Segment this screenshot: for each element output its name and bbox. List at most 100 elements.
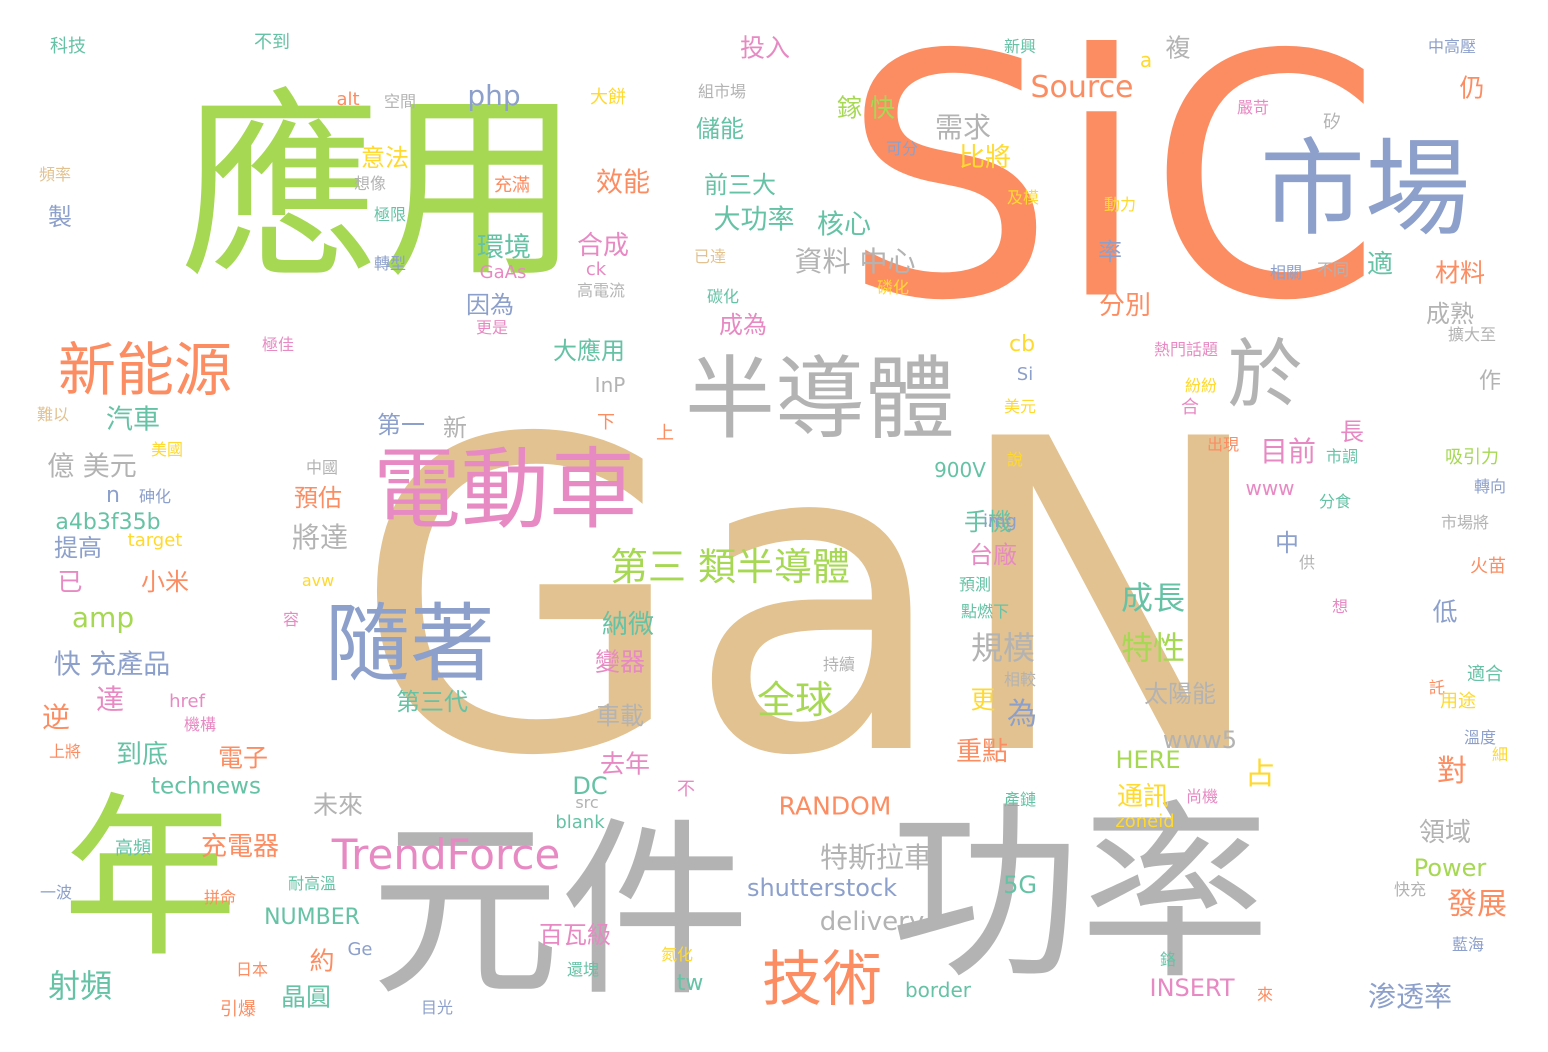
word-tw: tw: [676, 971, 704, 996]
word-taiyangneng: 太陽能: [1144, 680, 1216, 708]
word-baiwaji: 百瓦級: [539, 921, 611, 949]
word-tongxun: 通訊: [1116, 782, 1170, 812]
word-xiang: 想: [1331, 597, 1349, 616]
word-zoneid: zoneid: [1115, 811, 1175, 832]
word-chongman: 充滿: [494, 175, 530, 196]
word-gaodianliu: 高電流: [576, 281, 626, 300]
word-da: 達: [95, 683, 125, 716]
word-muqian: 目前: [1259, 435, 1317, 468]
word-taichang: 台廠: [969, 541, 1017, 569]
word-yuce: 預測: [958, 575, 992, 594]
word-zhuanxing: 轉型: [373, 254, 407, 273]
word-alt: alt: [336, 89, 360, 110]
word-tanhua: 碳化: [706, 287, 740, 306]
word-guimo: 規模: [970, 629, 1036, 667]
word-n: n: [106, 483, 120, 508]
word-zhuanxiang: 轉向: [1473, 477, 1507, 496]
word-yinbao: 引爆: [220, 999, 256, 1020]
word-xin: 新: [443, 414, 467, 442]
word-power: Power: [1413, 854, 1487, 882]
word-chuxian: 出現: [1206, 435, 1240, 454]
word-kuai-chongchanpin: 快 充產品: [53, 649, 171, 681]
word-chongdianqi: 充電器: [200, 832, 280, 862]
word-shihe: 適合: [1467, 664, 1503, 685]
word-hecheng: 合成: [576, 231, 630, 261]
word-quanqiu: 全球: [756, 678, 834, 722]
word-img: img: [983, 511, 1017, 532]
word-yinwei: 因為: [466, 291, 514, 319]
word-yida: 已達: [693, 247, 727, 266]
word-chezai: 車載: [596, 702, 644, 730]
word-shichang: 市場: [1259, 128, 1471, 251]
word-fenfen: 紛紛: [1184, 376, 1218, 395]
word-xiaoneng: 效能: [596, 167, 650, 199]
word-xiangxiang: 想像: [353, 174, 387, 193]
word-bu: 不: [677, 779, 695, 800]
word-inp: InP: [594, 373, 626, 397]
word-muguang: 目光: [420, 998, 454, 1017]
word-chengshu: 成熟: [1426, 300, 1474, 328]
word-chengzhang: 成長: [1120, 579, 1186, 617]
word-dui: 對: [1437, 754, 1467, 789]
word-geng: 更: [970, 685, 996, 715]
word-shi: 適: [1366, 250, 1394, 280]
word-source: Source: [1030, 70, 1134, 105]
word-zushichang: 組市場: [697, 82, 747, 101]
word-diandongche: 電動車: [372, 438, 638, 541]
word-kongjian: 空間: [383, 92, 417, 111]
word-bianqi: 變器: [594, 647, 646, 677]
word-dabing: 大餅: [590, 87, 626, 108]
word-reng: 仍: [1459, 73, 1485, 103]
word-wei: 為: [1007, 697, 1037, 732]
word-wendu: 溫度: [1463, 728, 1497, 747]
word-yongtu: 用途: [1440, 691, 1476, 712]
word-jimo: 及模: [1006, 188, 1040, 207]
word-xiangjiao: 相較: [1003, 670, 1037, 689]
word-xi: 細: [1491, 745, 1509, 764]
word-src: src: [575, 793, 599, 812]
word-zhi: 製: [48, 203, 72, 231]
word-gengshi: 更是: [475, 318, 509, 337]
word-huanjing: 環境: [477, 232, 531, 264]
word-shangji: 尚機: [1185, 787, 1219, 806]
word-lai: 來: [1256, 985, 1274, 1004]
word-fu: 複: [1165, 33, 1191, 63]
word-zhongdian: 重點: [955, 737, 1009, 767]
word-riben: 日本: [235, 960, 269, 979]
word-budao: 不到: [254, 32, 290, 53]
word-yu: 於: [1227, 330, 1303, 419]
word-texing: 特性: [1120, 629, 1186, 667]
word-keji: 科技: [50, 36, 86, 57]
word-huomiao: 火苗: [1470, 556, 1506, 577]
word-border: border: [904, 978, 972, 1002]
word-nian: 年: [62, 778, 238, 982]
word-daodi: 到底: [115, 740, 169, 770]
word-trendforce: TrendForce: [331, 830, 561, 879]
word-gan: GaN: [352, 350, 1272, 850]
word-fazhan: 發展: [1447, 887, 1507, 922]
word-dayingyong: 大應用: [553, 337, 625, 365]
word-jingyuan: 晶圓: [280, 982, 332, 1012]
word-butong: 不同: [1316, 260, 1350, 279]
word-gonglv: 功率: [889, 784, 1271, 1005]
word-chanlian: 產鏈: [1003, 790, 1037, 809]
word-5g: 5G: [1003, 871, 1037, 899]
word-ni: 逆: [41, 701, 71, 734]
word-gaopin: 高頻: [115, 838, 151, 859]
word-900v: 900V: [934, 458, 986, 482]
word-a4b3f35b: a4b3f35b: [55, 510, 161, 535]
word-shuo: 說: [1006, 450, 1024, 469]
word-touru: 投入: [739, 33, 791, 63]
word-number: NUMBER: [264, 905, 360, 930]
word-he: 合: [1181, 397, 1199, 418]
word-chengwei: 成為: [719, 311, 767, 339]
word-shenhua: 砷化: [138, 487, 172, 506]
word-www: www: [1245, 476, 1295, 500]
word-shouji: 手機: [964, 508, 1012, 536]
word-remenhuati: 熱門話題: [1153, 340, 1219, 359]
word-jishu: 技術: [762, 945, 882, 1015]
word-xiyinli: 吸引力: [1445, 447, 1499, 468]
word-fenshi: 分食: [1318, 492, 1352, 511]
word-ge: Ge: [347, 939, 373, 960]
